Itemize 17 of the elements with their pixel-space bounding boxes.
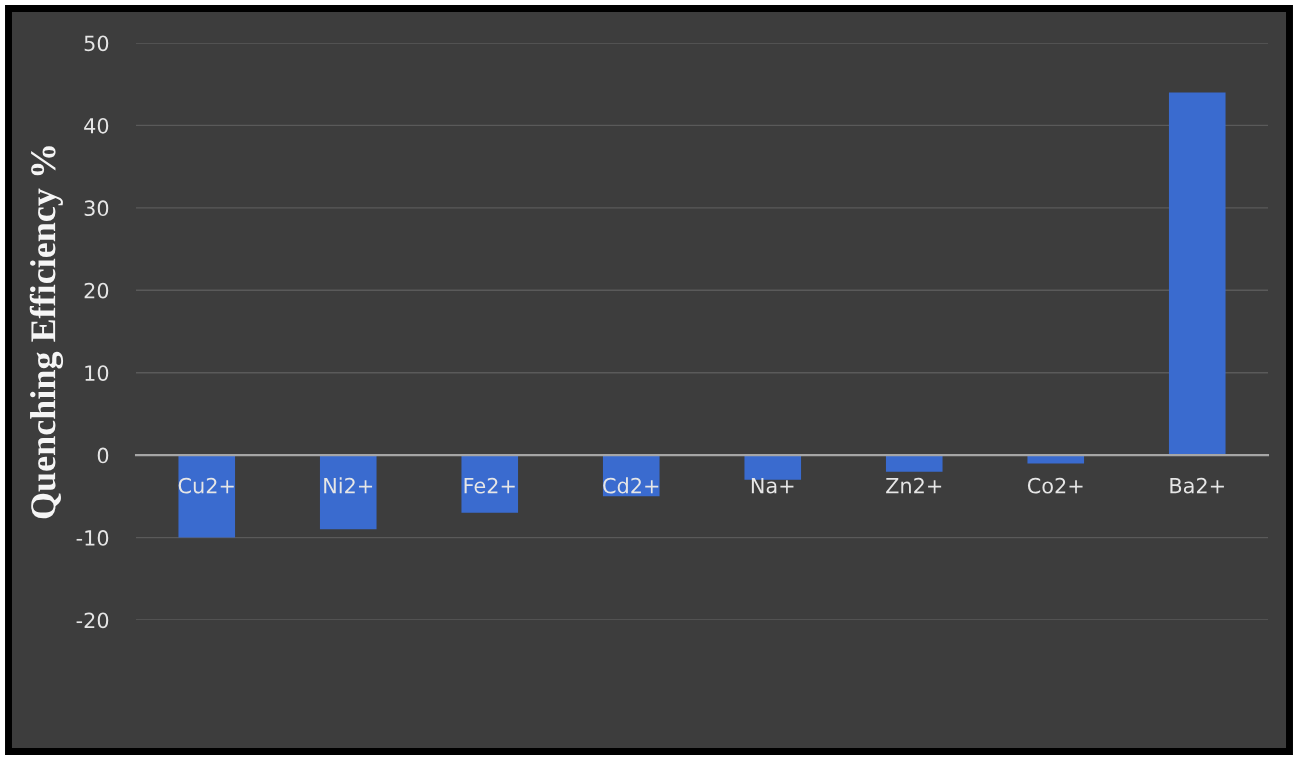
x-tick-label: Co2+ — [1027, 477, 1083, 494]
y-tick-label: 50 — [84, 35, 109, 52]
y-tick-label: 20 — [84, 282, 109, 299]
y-tick-label: 0 — [97, 447, 109, 464]
x-tick-label: Zn2+ — [886, 477, 942, 494]
x-tick-label: Cd2+ — [603, 477, 659, 494]
x-tick-label: Fe2+ — [464, 477, 515, 494]
y-tick-label: 10 — [85, 365, 109, 381]
y-axis-title: Quenching Efficiency % — [29, 146, 64, 519]
y-tick-label: 40 — [84, 117, 109, 134]
y-tick-label: -20 — [76, 612, 109, 629]
x-tick-label: Ni2+ — [324, 477, 373, 494]
x-tick-label: Na+ — [751, 478, 794, 494]
y-tick-label: -10 — [76, 530, 109, 546]
y-tick-label: 30 — [84, 200, 109, 217]
x-tick-label: Cu2+ — [178, 477, 234, 494]
x-tick-label: Ba2+ — [1170, 477, 1224, 494]
